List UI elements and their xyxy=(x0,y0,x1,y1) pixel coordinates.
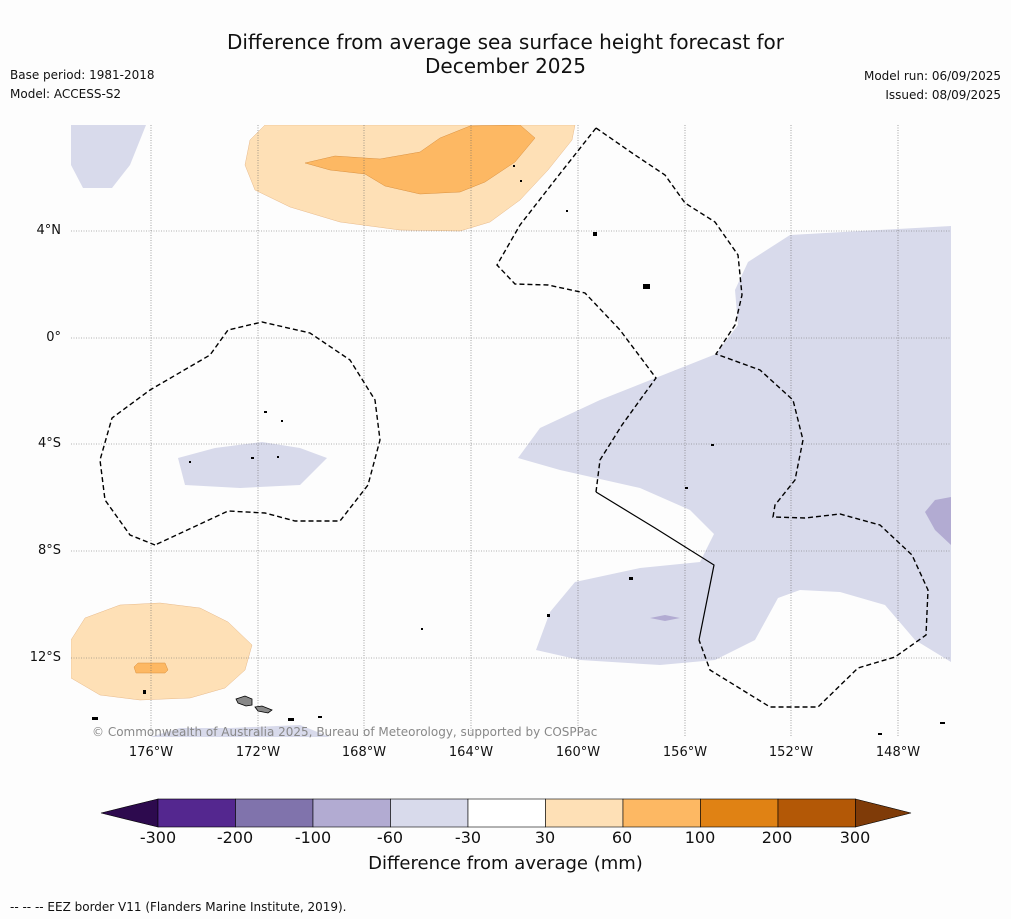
island xyxy=(547,614,550,617)
island xyxy=(513,165,515,167)
anomaly-region-south xyxy=(150,725,330,737)
colorbar-segment xyxy=(467,798,546,828)
islands xyxy=(92,165,945,735)
colorbar-tick: 300 xyxy=(839,828,871,847)
colorbar-tick: -60 xyxy=(376,828,404,847)
island xyxy=(277,456,279,458)
title-line-1: Difference from average sea surface heig… xyxy=(226,30,785,54)
colorbar-tick: 60 xyxy=(611,828,633,847)
lat-label-8s: 8°S xyxy=(37,543,61,558)
model-name: Model: ACCESS-S2 xyxy=(10,87,122,101)
colorbar-segment xyxy=(157,798,236,828)
colorbar-segments xyxy=(100,798,912,828)
colorbar-tick: 100 xyxy=(684,828,716,847)
lon-label-176w: 176°W xyxy=(128,745,174,760)
island xyxy=(520,180,522,182)
base-period: Base period: 1981-2018 xyxy=(10,68,155,82)
lon-label-156w: 156°W xyxy=(662,745,708,760)
lon-label-160w: 160°W xyxy=(555,745,601,760)
island-upolu xyxy=(254,705,273,714)
eez-border-solid xyxy=(595,491,715,641)
island xyxy=(92,717,98,720)
issued-date: Issued: 08/09/2025 xyxy=(885,88,1001,102)
colorbar-segment xyxy=(390,798,469,828)
negative-anomaly-regions xyxy=(71,125,951,737)
island xyxy=(264,411,267,413)
island xyxy=(566,210,568,212)
colorbar-segment xyxy=(777,798,856,828)
model-run: Model run: 06/09/2025 xyxy=(863,69,1001,83)
eez-border-line-islands xyxy=(595,127,929,708)
colorbar-segment xyxy=(235,798,314,828)
meta-right: Model run: 06/09/2025 Issued: 08/09/2025 xyxy=(864,67,1001,105)
colorbar-segment xyxy=(312,798,391,828)
strong-negative-region-east xyxy=(925,497,951,545)
island xyxy=(189,461,191,463)
island xyxy=(940,722,945,724)
colorbar-tick: -100 xyxy=(294,828,332,847)
island-savaii xyxy=(235,695,253,707)
eez-footnote: -- -- -- EEZ border V11 (Flanders Marine… xyxy=(10,900,347,914)
lon-label-148w: 148°W xyxy=(875,745,921,760)
colorbar-tick: 200 xyxy=(761,828,793,847)
strong-negative-region-small xyxy=(650,615,680,621)
lon-label-168w: 168°W xyxy=(341,745,387,760)
anomaly-region-nw xyxy=(71,125,146,188)
colorbar-tick: 30 xyxy=(534,828,556,847)
eez-borders xyxy=(99,127,929,708)
colorbar-segment xyxy=(622,798,701,828)
moderate-region-north xyxy=(304,125,536,195)
colorbar-extend-high xyxy=(855,798,912,828)
lon-label-164w: 164°W xyxy=(448,745,494,760)
lat-label-4n: 4°N xyxy=(36,223,62,238)
lon-label-152w: 152°W xyxy=(768,745,814,760)
island xyxy=(318,716,322,718)
colorbar-tick: -200 xyxy=(216,828,254,847)
copyright-notice: © Commonwealth of Australia 2025, Bureau… xyxy=(92,725,598,739)
strong-negative-regions xyxy=(650,497,951,621)
island xyxy=(629,577,633,580)
island xyxy=(421,628,423,630)
island xyxy=(281,420,283,422)
anomaly-region-southwest xyxy=(71,602,253,701)
lat-label-0: 0° xyxy=(46,330,61,345)
island xyxy=(143,690,146,694)
colorbar-segment xyxy=(700,798,779,828)
eez-border-tokelau xyxy=(99,321,381,546)
colorbar-label: Difference from average (mm) xyxy=(368,853,643,874)
island xyxy=(685,487,688,489)
colorbar-segment xyxy=(545,798,624,828)
lon-label-172w: 172°W xyxy=(235,745,281,760)
lat-label-4s: 4°S xyxy=(37,436,61,451)
map-area xyxy=(71,125,951,737)
colorbar-tick: -300 xyxy=(139,828,177,847)
samoa-islands xyxy=(235,695,273,714)
island xyxy=(643,284,650,289)
island xyxy=(878,733,882,735)
anomaly-region-central xyxy=(178,442,327,488)
colorbar-extend-low xyxy=(100,798,159,828)
colorbar-tick: -30 xyxy=(454,828,482,847)
lat-label-12s: 12°S xyxy=(29,650,61,665)
map-title: Difference from average sea surface heig… xyxy=(0,30,1011,78)
island xyxy=(288,718,294,721)
eez-border-central xyxy=(496,127,657,493)
meta-left: Base period: 1981-2018 Model: ACCESS-S2 xyxy=(10,66,155,104)
island xyxy=(251,457,254,459)
anomaly-region-east xyxy=(518,226,951,665)
island xyxy=(711,444,714,446)
title-line-2: December 2025 xyxy=(425,54,586,78)
eez-border-solid-segment xyxy=(595,491,715,641)
gridlines xyxy=(71,125,951,737)
island xyxy=(593,232,597,236)
